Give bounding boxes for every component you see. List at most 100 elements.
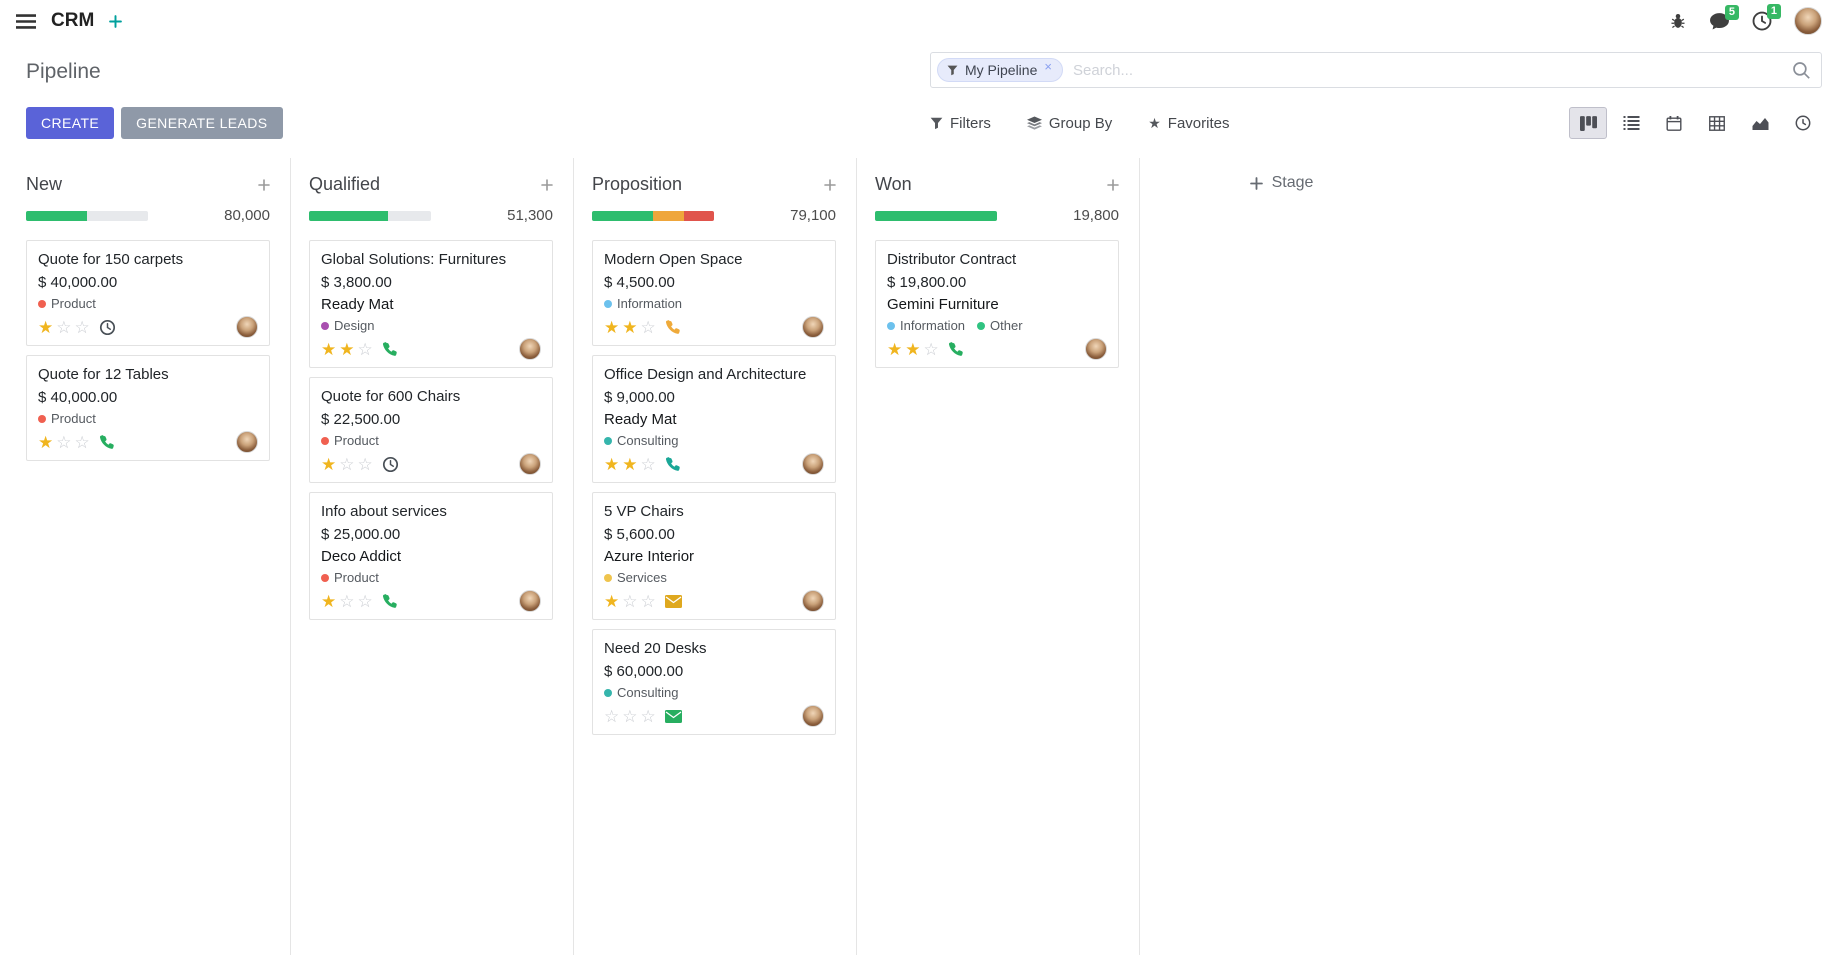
priority-star[interactable]: ☆ — [622, 591, 638, 611]
salesperson-avatar[interactable] — [519, 338, 541, 360]
user-menu-button[interactable] — [1794, 7, 1822, 35]
kanban-card[interactable]: Global Solutions: Furnitures $ 3,800.00 Re… — [309, 240, 553, 368]
priority-star[interactable]: ★ — [339, 339, 355, 359]
progress-segment-success[interactable] — [309, 210, 389, 221]
view-pivot-button[interactable] — [1698, 107, 1736, 139]
priority-star[interactable]: ★ — [38, 317, 54, 337]
activity-clock-icon[interactable] — [99, 319, 116, 336]
remove-facet-button[interactable]: × — [1044, 58, 1052, 74]
salesperson-avatar[interactable] — [802, 705, 824, 727]
kanban-card[interactable]: 5 VP Chairs $ 5,600.00 Azure Interior Servi… — [592, 492, 836, 620]
kanban-card[interactable]: Need 20 Desks $ 60,000.00 Consulting ☆ ☆ ☆ — [592, 629, 836, 735]
activity-envelope-icon[interactable] — [664, 594, 682, 608]
progress-segment-success[interactable] — [592, 210, 653, 221]
activity-phone-icon[interactable] — [382, 341, 398, 357]
view-list-button[interactable] — [1612, 107, 1650, 139]
priority-star[interactable]: ☆ — [923, 339, 939, 359]
kanban-card[interactable]: Office Design and Architecture $ 9,000.00… — [592, 355, 836, 483]
view-graph-button[interactable] — [1741, 107, 1779, 139]
salesperson-avatar[interactable] — [236, 431, 258, 453]
priority-star[interactable]: ★ — [604, 317, 620, 337]
salesperson-avatar[interactable] — [1085, 338, 1107, 360]
kanban-card[interactable]: Quote for 150 carpets $ 40,000.00 Product ★… — [26, 240, 270, 346]
activity-phone-icon[interactable] — [382, 593, 398, 609]
tag-color-dot — [321, 436, 329, 445]
kanban-card[interactable]: Info about services $ 25,000.00 Deco Addic… — [309, 492, 553, 620]
view-calendar-button[interactable] — [1655, 107, 1693, 139]
kanban-card[interactable]: Quote for 600 Chairs $ 22,500.00 Product ★ ☆… — [309, 377, 553, 483]
add-record-button[interactable] — [1107, 178, 1119, 191]
add-record-button[interactable] — [541, 178, 553, 191]
apps-menu-button[interactable] — [16, 13, 36, 29]
activity-envelope-icon[interactable] — [664, 709, 682, 723]
salesperson-avatar[interactable] — [519, 590, 541, 612]
priority-star[interactable]: ☆ — [604, 706, 620, 726]
tag-label: Consulting — [617, 433, 679, 448]
priority-star[interactable]: ☆ — [74, 432, 90, 452]
salesperson-avatar[interactable] — [802, 590, 824, 612]
priority-star[interactable]: ★ — [622, 317, 638, 337]
progress-segment-warning[interactable] — [653, 210, 684, 221]
view-activity-button[interactable] — [1784, 107, 1822, 139]
favorites-button[interactable]: ★ Favorites — [1148, 115, 1229, 132]
priority-star[interactable]: ★ — [38, 432, 54, 452]
add-record-button[interactable] — [824, 178, 836, 191]
priority-star[interactable]: ☆ — [640, 454, 656, 474]
add-record-button[interactable] — [258, 178, 270, 191]
column-progressbar[interactable] — [875, 210, 997, 221]
card-tags: Consulting — [604, 433, 824, 448]
column-progressbar[interactable] — [26, 210, 148, 221]
salesperson-avatar[interactable] — [236, 316, 258, 338]
priority-star[interactable]: ★ — [622, 454, 638, 474]
activity-phone-icon[interactable] — [99, 434, 115, 450]
bug-icon — [1671, 14, 1685, 29]
priority-star[interactable]: ★ — [604, 591, 620, 611]
create-button[interactable]: CREATE — [26, 107, 115, 139]
progress-segment-success[interactable] — [875, 210, 997, 221]
priority-star[interactable]: ☆ — [339, 591, 355, 611]
kanban-card[interactable]: Distributor Contract $ 19,800.00 Gemini Fu… — [875, 240, 1119, 368]
priority-star[interactable]: ★ — [321, 454, 337, 474]
priority-star[interactable]: ☆ — [622, 706, 638, 726]
add-stage-button[interactable]: Stage — [1249, 174, 1313, 192]
priority-star[interactable]: ☆ — [56, 432, 72, 452]
priority-star[interactable]: ★ — [905, 339, 921, 359]
quick-add-button[interactable] — [109, 14, 123, 28]
priority-star[interactable]: ★ — [604, 454, 620, 474]
priority-star[interactable]: ☆ — [357, 339, 373, 359]
salesperson-avatar[interactable] — [519, 453, 541, 475]
priority-star[interactable]: ☆ — [357, 454, 373, 474]
column-progressbar[interactable] — [592, 210, 714, 221]
activity-clock-icon[interactable] — [382, 456, 399, 473]
priority-star[interactable]: ☆ — [56, 317, 72, 337]
search-input[interactable] — [1062, 61, 1792, 79]
messages-button[interactable]: 5 — [1709, 4, 1739, 31]
salesperson-avatar[interactable] — [802, 316, 824, 338]
priority-star[interactable]: ★ — [321, 339, 337, 359]
debug-button[interactable] — [1669, 12, 1687, 30]
salesperson-avatar[interactable] — [802, 453, 824, 475]
priority-star[interactable]: ☆ — [640, 317, 656, 337]
priority-star[interactable]: ★ — [887, 339, 903, 359]
progress-segment-danger[interactable] — [683, 210, 714, 221]
group-by-button[interactable]: Group By — [1026, 115, 1112, 132]
priority-star[interactable]: ☆ — [339, 454, 355, 474]
activity-phone-icon[interactable] — [665, 456, 681, 472]
activity-phone-icon[interactable] — [665, 319, 681, 335]
priority-star[interactable]: ☆ — [640, 706, 656, 726]
priority-star[interactable]: ★ — [321, 591, 337, 611]
app-name[interactable]: CRM — [51, 10, 95, 31]
generate-leads-button[interactable]: GENERATE LEADS — [121, 107, 283, 139]
kanban-card[interactable]: Quote for 12 Tables $ 40,000.00 Product ★ ☆ ☆ — [26, 355, 270, 461]
priority-star[interactable]: ☆ — [74, 317, 90, 337]
progress-segment-success[interactable] — [26, 210, 87, 221]
column-progressbar[interactable] — [309, 210, 431, 221]
filters-button[interactable]: Filters — [930, 115, 991, 132]
search-icon[interactable] — [1792, 61, 1811, 80]
kanban-card[interactable]: Modern Open Space $ 4,500.00 Information ★ ★… — [592, 240, 836, 346]
view-kanban-button[interactable] — [1569, 107, 1607, 139]
priority-star[interactable]: ☆ — [357, 591, 373, 611]
activities-button[interactable]: 1 — [1752, 4, 1781, 31]
activity-phone-icon[interactable] — [948, 341, 964, 357]
priority-star[interactable]: ☆ — [640, 591, 656, 611]
